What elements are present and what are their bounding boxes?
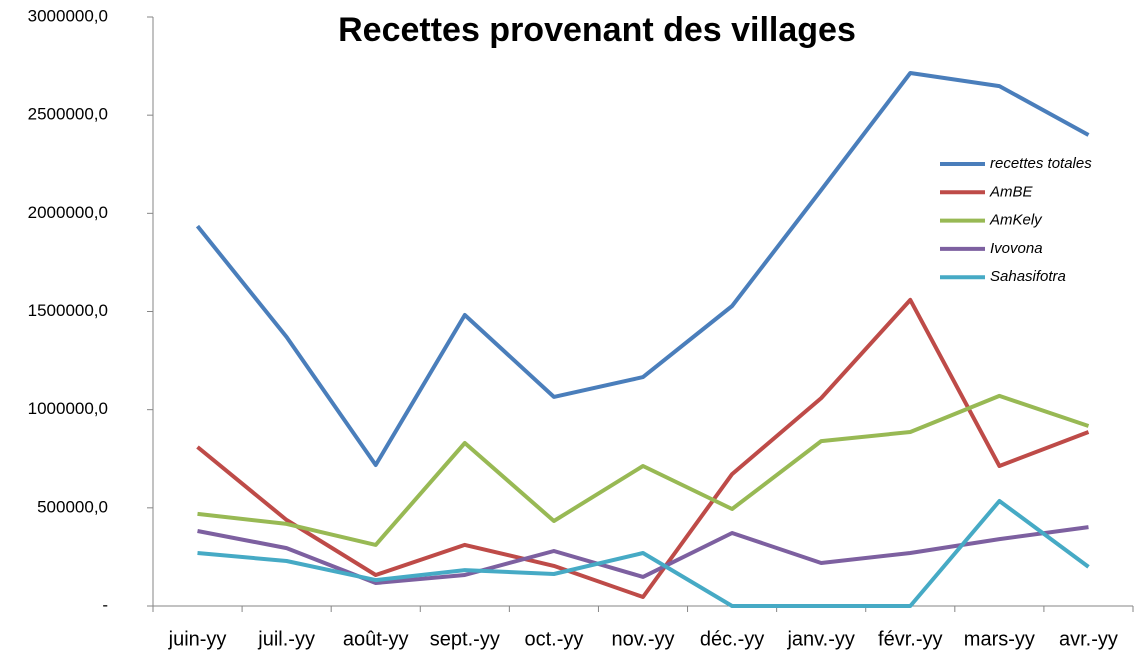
x-tick-label: oct.-yy <box>524 628 583 650</box>
y-tick-label: 500000,0 <box>37 497 108 516</box>
x-tick-label: juin-yy <box>168 628 227 650</box>
legend-label: Ivovona <box>990 240 1043 257</box>
y-tick-label: 1500000,0 <box>28 301 108 320</box>
y-tick-label: 2000000,0 <box>28 203 108 222</box>
series-line <box>196 297 1090 599</box>
x-tick-label: mars-yy <box>964 628 1035 650</box>
legend-label: AmKely <box>989 212 1043 229</box>
legend-label: recettes totales <box>990 155 1092 172</box>
x-tick-label: janv.-yy <box>786 628 854 650</box>
x-tick-label: déc.-yy <box>700 628 764 650</box>
x-tick-label: juil.-yy <box>257 628 315 650</box>
x-tick-label: nov.-yy <box>612 628 675 650</box>
series-line <box>195 71 1090 467</box>
series-line <box>197 525 1089 585</box>
legend-label: AmBE <box>989 183 1034 200</box>
x-tick-label: févr.-yy <box>878 628 942 650</box>
y-tick-label: 1000000,0 <box>28 399 108 418</box>
chart-title: Recettes provenant des villages <box>338 11 856 49</box>
series-line <box>197 393 1090 547</box>
y-tick-label: - <box>102 595 108 614</box>
x-tick-label: sept.-yy <box>430 628 500 650</box>
y-tick-label: 2500000,0 <box>28 105 108 124</box>
x-tick-label: avr.-yy <box>1059 628 1118 650</box>
series-line <box>197 499 1090 608</box>
legend-label: Sahasifotra <box>990 268 1066 285</box>
y-tick-label: 3000000,0 <box>28 6 108 25</box>
x-tick-label: août-yy <box>343 628 409 650</box>
